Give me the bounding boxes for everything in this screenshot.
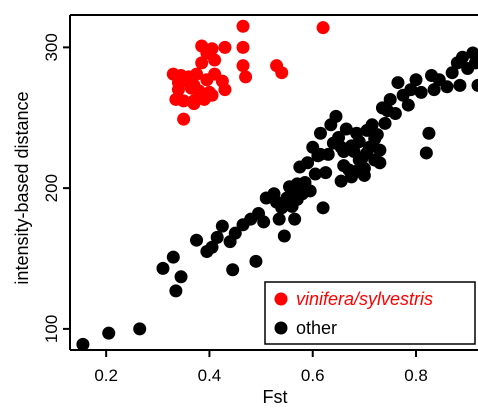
data-point [215,219,229,233]
legend-label: other [296,318,337,338]
x-tick-label: 0.4 [198,366,222,385]
data-point [208,53,222,67]
data-point [285,184,299,198]
data-point [313,126,327,140]
data-point [76,337,90,351]
data-point [308,167,322,181]
data-point [257,215,271,229]
data-point [236,19,250,33]
data-point [218,83,232,97]
data-point [205,88,219,102]
data-point [401,98,415,112]
data-point [169,284,183,298]
data-point [156,261,170,275]
data-point [466,46,478,60]
data-point [166,250,180,264]
data-point [200,73,214,87]
data-point [391,76,405,90]
data-point [288,212,302,226]
x-axis: 0.2 0.4 0.6 0.8 [94,350,428,385]
y-axis: 100 200 300 [42,33,70,343]
data-point [334,174,348,188]
data-point [357,168,371,182]
data-point [177,112,191,126]
axes-frame [69,14,478,351]
y-axis-title: intensity-based distance [12,91,32,284]
data-point [303,184,317,198]
data-point [373,143,387,157]
data-point [226,263,240,277]
data-point [388,107,402,121]
legend: vinifera/sylvestris other [264,281,476,345]
data-point [329,109,343,123]
data-point [249,254,263,268]
legend-box [264,281,476,345]
y-tick-label: 200 [42,174,61,202]
data-point [445,66,459,80]
x-tick-label: 0.2 [94,366,118,385]
data-point [275,66,289,80]
legend-label: vinifera/sylvestris [296,289,433,309]
data-points [76,19,478,351]
data-point [236,40,250,54]
data-point [409,73,423,87]
data-point [383,92,397,106]
data-point [365,118,379,132]
data-point [239,70,253,84]
data-point [468,56,478,70]
data-point [414,85,428,99]
data-point [277,229,291,243]
data-point [228,226,242,240]
data-point [205,42,219,56]
data-point [456,50,470,64]
data-point [133,322,147,336]
data-point [195,56,209,70]
data-point [316,201,330,215]
data-point [218,40,232,54]
data-point [102,326,116,340]
data-point [171,83,185,97]
data-point [419,146,433,160]
y-tick-label: 100 [42,315,61,343]
data-point [174,270,188,284]
data-point [301,156,315,170]
data-point [422,126,436,140]
data-point [205,240,219,254]
data-point [190,67,204,81]
data-point [440,80,454,94]
data-point [339,122,353,136]
data-point [313,147,327,161]
data-point [453,78,467,92]
data-point [272,212,286,226]
data-point [319,166,333,180]
y-tick-label: 300 [42,33,61,61]
data-point [373,156,387,170]
data-point [316,21,330,35]
data-point [337,145,351,159]
legend-marker [274,321,288,335]
x-axis-title: Fst [263,387,288,407]
data-point [378,116,392,130]
data-point [360,146,374,160]
data-point [177,94,191,108]
data-point [210,230,224,244]
x-tick-label: 0.6 [301,366,325,385]
data-point [368,132,382,146]
data-point [427,83,441,97]
legend-marker [274,292,288,306]
data-point [236,59,250,73]
x-tick-label: 0.8 [404,366,428,385]
data-point [471,78,478,92]
data-point [404,83,418,97]
data-point [190,233,204,247]
data-point [270,195,284,209]
data-point [332,130,346,144]
data-point [187,97,201,111]
